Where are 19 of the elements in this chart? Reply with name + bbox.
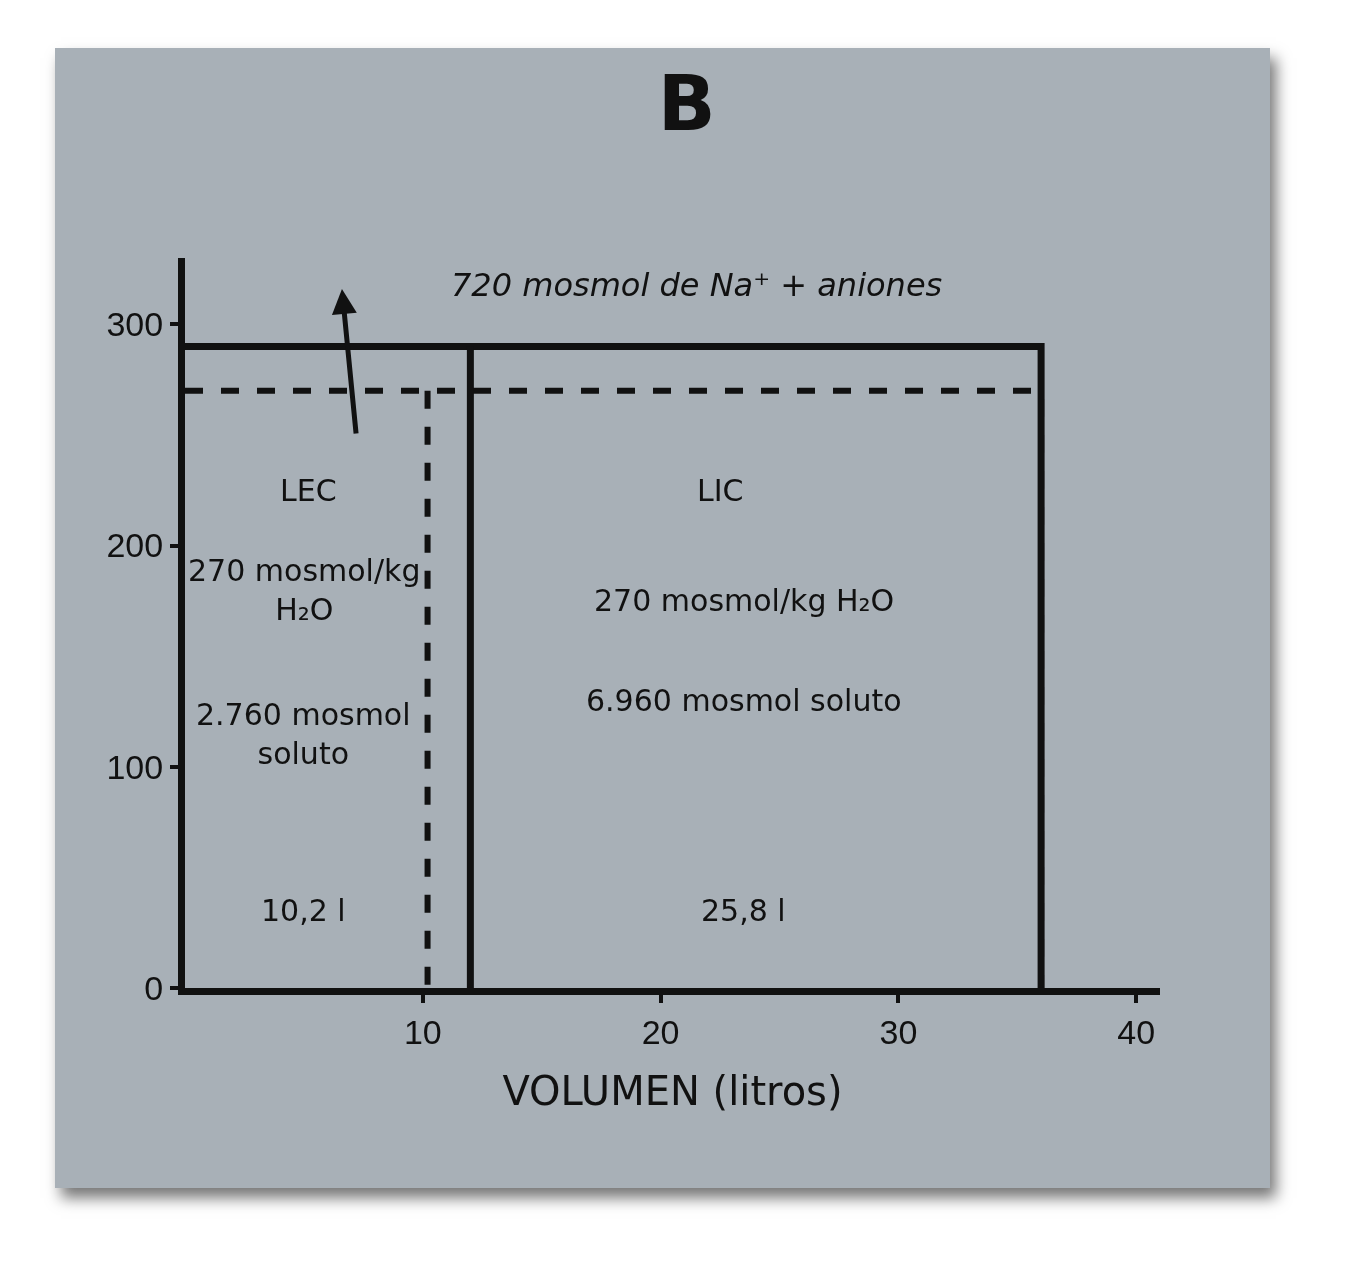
y-tick-label: 300 [106, 305, 164, 344]
annotation: LEC [280, 473, 337, 508]
annotation: 2.760 mosmol soluto [196, 697, 411, 771]
x-tick-label: 30 [879, 1012, 918, 1051]
y-tick-label: 0 [144, 968, 164, 1007]
y-tick-label: 200 [106, 526, 164, 565]
annotation: 25,8 l [701, 893, 786, 928]
annotation: 6.960 mosmol soluto [586, 683, 902, 718]
annotation: 270 mosmol/kg H₂O [594, 583, 895, 618]
annotation: 10,2 l [261, 893, 346, 928]
x-axis-title: VOLUMEN (litros) [502, 1068, 843, 1115]
x-tick-label: 20 [641, 1012, 680, 1051]
x-tick-label: 10 [403, 1012, 442, 1051]
chart-title: B [657, 58, 716, 148]
x-tick-label: 40 [1117, 1012, 1156, 1051]
annotation: 270 mosmol/kg H₂O [188, 553, 421, 627]
annotation: LIC [697, 473, 744, 508]
y-tick-label: 100 [106, 747, 164, 786]
annotation: 720 mosmol de Na⁺ + aniones [451, 266, 943, 304]
